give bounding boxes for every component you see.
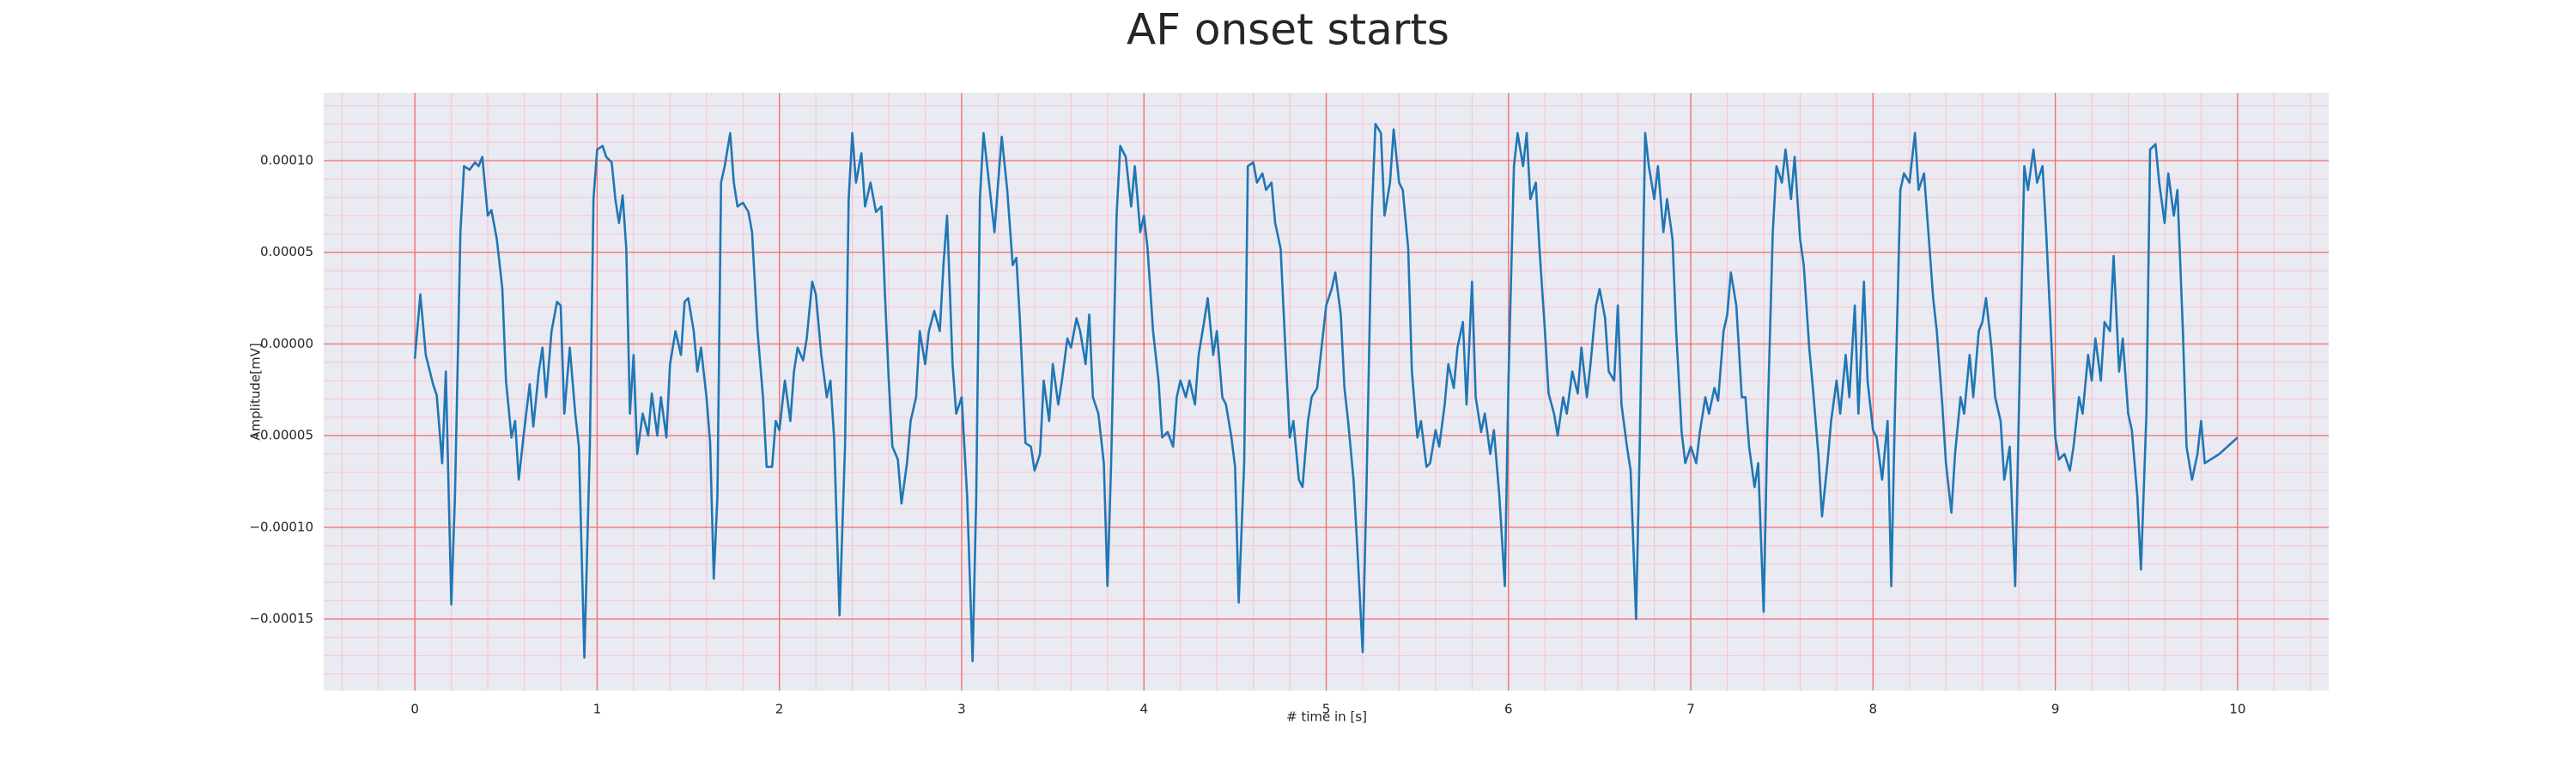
x-tick-label: 7 bbox=[1686, 702, 1695, 717]
x-tick-label: 0 bbox=[410, 702, 419, 717]
y-axis-label: Amplitude[mV] bbox=[248, 343, 264, 440]
x-tick-label: 9 bbox=[2051, 702, 2060, 717]
y-tick-label: 0.00010 bbox=[260, 152, 313, 167]
y-tick-label: −0.00015 bbox=[249, 611, 313, 626]
x-axis-label: # time in [s] bbox=[1286, 709, 1367, 725]
x-tick-label: 5 bbox=[1322, 702, 1331, 717]
x-tick-label: 8 bbox=[1869, 702, 1878, 717]
x-tick-label: 10 bbox=[2229, 702, 2245, 717]
y-tick-label: 0.00005 bbox=[260, 244, 313, 259]
chart-title: AF onset starts bbox=[1127, 5, 1449, 55]
y-tick-label: 0.00000 bbox=[260, 336, 313, 351]
y-tick-label: −0.00010 bbox=[249, 519, 313, 534]
signal-line bbox=[413, 122, 2239, 663]
x-tick-label: 1 bbox=[593, 702, 602, 717]
x-tick-label: 3 bbox=[957, 702, 966, 717]
x-tick-label: 4 bbox=[1139, 702, 1148, 717]
y-tick-label: −0.00005 bbox=[249, 428, 313, 443]
x-tick-label: 2 bbox=[775, 702, 784, 717]
x-tick-label: 6 bbox=[1504, 702, 1513, 717]
